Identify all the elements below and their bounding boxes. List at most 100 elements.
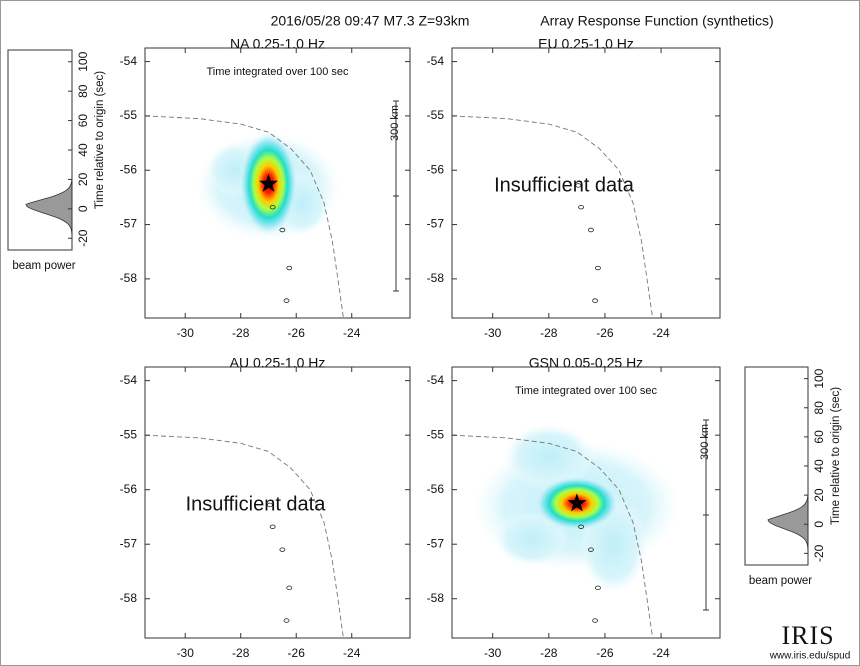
- y-tick-label: -58: [427, 271, 445, 285]
- epicenter-star: [259, 173, 278, 192]
- y-tick-label: 0: [812, 521, 826, 528]
- plot-frame: [144, 366, 411, 639]
- panel-title: AU 0.25-1.0 Hz: [230, 355, 326, 371]
- annotation: Time integrated over 100 sec: [206, 66, 349, 78]
- y-tick-label: -58: [427, 591, 445, 605]
- y-tick-label: -54: [427, 54, 445, 68]
- y-tick-label: 100: [76, 51, 90, 71]
- x-tick-label: -28: [540, 326, 558, 340]
- plot-frame: [744, 366, 809, 566]
- y-tick-label: -54: [427, 373, 445, 387]
- y-tick-label: 40: [812, 459, 826, 473]
- y-tick-label: 20: [812, 488, 826, 502]
- y-tick-label: -54: [120, 54, 138, 68]
- scale-label: 300 km: [389, 105, 401, 141]
- url: www.iris.edu/spud: [769, 651, 851, 662]
- x-tick-label: -28: [232, 326, 250, 340]
- y-tick-label: -56: [120, 162, 138, 176]
- x-tick-label: -30: [177, 646, 195, 660]
- y-tick-label: -20: [812, 544, 826, 562]
- island: [286, 585, 293, 591]
- y-tick-label: -56: [427, 482, 445, 496]
- y-tick-label: -58: [120, 271, 138, 285]
- island: [588, 547, 594, 552]
- x-tick-label: -26: [596, 646, 614, 660]
- island: [592, 618, 599, 623]
- island: [269, 524, 276, 529]
- x-tick-label: -30: [177, 326, 195, 340]
- panel: -30 -28 -26 -24 -54 -55 -56 -57 -58 EU 0.25-1.0 H…: [427, 36, 721, 340]
- island: [286, 265, 293, 271]
- message: Insufficient data: [494, 174, 635, 196]
- scale-label: 300 km: [699, 424, 711, 460]
- plot-area: [145, 434, 344, 638]
- x-axis-label: beam power: [749, 575, 812, 587]
- panel: 100 80 60 40 20 0 -20 Time relative to origin (…: [7, 49, 106, 272]
- y-tick-label: -57: [427, 536, 445, 550]
- x-tick-label: -24: [652, 646, 670, 660]
- island: [578, 524, 584, 529]
- event-label: 2016/05/28 09:47 M7.3 Z=93km: [271, 13, 470, 29]
- beam-curve: [767, 480, 809, 565]
- plot-frame: [144, 47, 411, 319]
- island: [269, 204, 276, 210]
- y-tick-label: 60: [76, 114, 90, 128]
- panel-title: EU 0.25-1.0 Hz: [538, 36, 634, 52]
- island: [283, 618, 290, 623]
- panel: -30 -28 -26 -24 -54 -55 -56 -57 -58 NA 0.25-1.0 H…: [120, 36, 411, 340]
- x-tick-label: -24: [652, 326, 670, 340]
- y-axis-label: Time relative to origin (sec): [830, 387, 842, 525]
- y-tick-label: 20: [76, 172, 90, 186]
- beam-blob: [495, 511, 569, 567]
- beam-curve: [25, 164, 73, 250]
- y-tick-label: 60: [812, 430, 826, 444]
- x-tick-label: -26: [288, 646, 306, 660]
- island: [595, 265, 601, 271]
- y-tick-label: -57: [427, 217, 445, 231]
- y-tick-label: -56: [120, 482, 138, 496]
- island: [592, 298, 599, 303]
- island: [595, 585, 601, 591]
- y-tick-label: -57: [120, 536, 138, 550]
- epicenter-star: [567, 493, 587, 512]
- island: [578, 204, 584, 210]
- coastline: [145, 115, 344, 318]
- x-tick-label: -24: [343, 326, 361, 340]
- island: [266, 502, 273, 508]
- island: [575, 183, 582, 188]
- x-tick-label: -30: [484, 646, 502, 660]
- island: [283, 298, 290, 303]
- plot-area: [145, 115, 344, 318]
- coastline: [452, 434, 654, 638]
- y-tick-label: -55: [120, 108, 138, 122]
- panel: 100 80 60 40 20 0 -20 Time relative to origin (…: [744, 366, 842, 587]
- y-tick-label: -58: [120, 591, 138, 605]
- x-tick-label: -26: [596, 326, 614, 340]
- x-tick-label: -26: [288, 326, 306, 340]
- island: [279, 547, 286, 552]
- panel-title: GSN 0.05-0.25 Hz: [529, 355, 643, 371]
- y-tick-label: 100: [812, 368, 826, 388]
- y-tick-label: -56: [427, 162, 445, 176]
- figure-title: Array Response Function (synthetics): [540, 13, 773, 29]
- island: [588, 227, 594, 233]
- x-axis-label: beam power: [12, 260, 75, 272]
- logo: IRIS: [781, 621, 834, 650]
- coastline: [452, 115, 654, 318]
- y-tick-label: -57: [120, 217, 138, 231]
- y-tick-label: -54: [120, 373, 138, 387]
- coastline: [145, 434, 344, 638]
- panel-title: NA 0.25-1.0 Hz: [230, 36, 325, 52]
- island: [279, 227, 286, 233]
- message: Insufficient data: [186, 493, 327, 515]
- y-tick-label: 80: [812, 401, 826, 415]
- y-tick-label: -55: [427, 427, 445, 441]
- y-tick-label: 0: [76, 205, 90, 212]
- x-tick-label: -28: [232, 646, 250, 660]
- panel: -30 -28 -26 -24 -54 -55 -56 -57 -58 GSN 0.05-0.25…: [427, 355, 721, 660]
- y-tick-label: -55: [120, 427, 138, 441]
- y-tick-label: 80: [76, 84, 90, 98]
- annotation: Time integrated over 100 sec: [515, 385, 658, 397]
